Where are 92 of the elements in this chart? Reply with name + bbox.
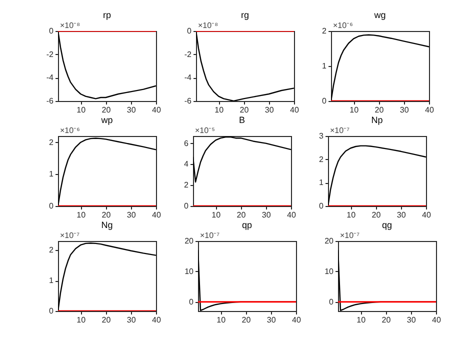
x-tick-label: 10 (346, 210, 356, 220)
y-tick-label: 2 (49, 246, 54, 255)
x-tick-label: 30 (126, 316, 136, 324)
x-tick-label: 40 (287, 210, 296, 220)
y-tick-label: -2 (46, 50, 54, 59)
x-tick-label: 10 (76, 210, 86, 220)
y-tick-label: 1 (49, 276, 54, 286)
y-tick-label: 0 (49, 26, 54, 36)
x-tick-label: 20 (102, 316, 112, 324)
x-tick-label: 40 (152, 210, 162, 220)
line-series (58, 31, 156, 100)
y-tick-label: 0 (49, 306, 54, 316)
y-tick-label: 4 (184, 160, 190, 169)
line-series (196, 31, 294, 101)
y-tick-label: 20 (184, 236, 194, 246)
x-tick-label: 20 (242, 316, 252, 324)
y-tick-label: 6 (184, 138, 190, 148)
y-tick-label: -2 (184, 50, 192, 59)
x-tick-label: 30 (266, 316, 276, 324)
text: ×10⁻⁶ (60, 126, 80, 135)
text: ×10⁻⁷ (200, 231, 220, 240)
y-tick-label: 0 (187, 26, 192, 36)
x-tick-label: 20 (102, 106, 112, 114)
y-tick-label: 1 (49, 170, 54, 179)
x-tick-label: 10 (216, 316, 226, 324)
text: ×10⁻⁸ (198, 21, 218, 30)
x-tick-label: 20 (102, 210, 112, 220)
y-tick-label: 0 (49, 202, 54, 210)
x-tick-label: 20 (240, 106, 250, 114)
x-tick-label: 40 (292, 316, 302, 324)
y-tick-label: 2 (184, 180, 190, 190)
x-tick-label: 20 (382, 316, 392, 324)
x-tick-label: 30 (264, 106, 274, 114)
y-tick-label: 0 (189, 297, 194, 306)
x-tick-label: 20 (374, 106, 384, 114)
x-tick-label: 20 (236, 210, 246, 220)
x-tick-label: 30 (126, 210, 136, 220)
text: ×10⁻⁷ (60, 231, 80, 240)
y-tick-label: -6 (46, 96, 54, 106)
x-tick-label: 10 (350, 106, 360, 114)
chart-title: rg (240, 10, 250, 20)
x-tick-label: 10 (214, 106, 224, 114)
x-tick-label: 40 (290, 106, 300, 114)
text: ×10⁻⁸ (60, 21, 80, 30)
x-tick-label: 20 (372, 210, 382, 220)
x-tick-label: 30 (126, 106, 136, 114)
x-tick-label: 40 (432, 316, 442, 324)
x-tick-label: 30 (262, 210, 272, 220)
y-tick-label: -6 (184, 96, 192, 106)
y-tick-label: 2 (319, 154, 324, 164)
y-tick-label: 1 (319, 178, 324, 188)
x-tick-label: 40 (152, 106, 162, 114)
x-tick-label: 30 (400, 106, 410, 114)
line-series (58, 242, 156, 311)
chart-title: wg (373, 10, 386, 20)
y-tick-label: -4 (46, 73, 54, 82)
line-series (193, 136, 291, 183)
x-tick-label: 40 (152, 316, 162, 324)
y-tick-label: 1 (322, 62, 328, 70)
y-tick-label: 10 (324, 266, 334, 276)
text: ×10⁻⁷ (330, 126, 350, 135)
text: ×10⁻⁶ (333, 21, 353, 30)
y-tick-label: 0 (184, 202, 190, 210)
y-tick-label: 0 (329, 297, 334, 306)
chart-title: B (238, 115, 246, 125)
x-tick-label: 40 (425, 106, 434, 114)
line-series (58, 138, 156, 206)
y-tick-label: 0 (322, 96, 328, 106)
y-tick-label: 2 (322, 26, 328, 36)
x-tick-label: 30 (406, 316, 416, 324)
y-tick-label: 20 (324, 236, 334, 246)
x-tick-label: 30 (396, 210, 406, 220)
y-tick-label: -4 (184, 73, 192, 82)
y-tick-label: 3 (319, 132, 324, 140)
y-tick-label: 2 (49, 138, 54, 147)
x-tick-label: 10 (212, 210, 222, 220)
x-tick-label: 40 (422, 210, 432, 220)
y-tick-label: 0 (319, 202, 324, 210)
text: ×10⁻⁷ (340, 231, 360, 240)
chart-title: Np (371, 115, 383, 125)
x-tick-label: 10 (356, 316, 366, 324)
line-series (331, 34, 429, 101)
x-tick-label: 10 (76, 316, 86, 324)
chart-title: qg (382, 220, 392, 230)
chart-title: rp (102, 10, 112, 20)
text: ×10⁻⁵ (195, 126, 215, 135)
line-series (328, 145, 426, 206)
y-tick-label: 10 (184, 266, 194, 276)
chart-title: qp (242, 220, 252, 230)
chart-title: Ng (101, 220, 113, 230)
x-tick-label: 10 (76, 106, 86, 114)
chart-title: wp (100, 115, 113, 125)
